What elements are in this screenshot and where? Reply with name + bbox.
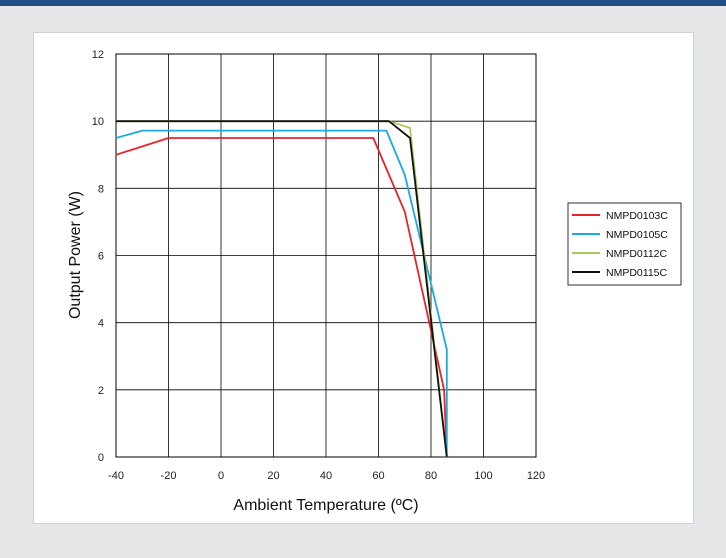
series-lines	[115, 120, 448, 458]
x-axis-label: Ambient Temperature (ºC)	[233, 497, 418, 514]
x-tick-label: 100	[474, 470, 492, 482]
legend: NMPD0103C NMPD0105C NMPD0112C NMPD0115C	[567, 202, 682, 286]
y-tick-label: 12	[92, 49, 104, 61]
x-tick-label: -40	[108, 470, 124, 482]
x-tick-label: 20	[267, 470, 279, 482]
x-tick-label: 60	[372, 470, 384, 482]
y-tick-label: 6	[98, 251, 104, 263]
plot-frame	[115, 53, 537, 458]
legend-entry: NMPD0115C	[606, 267, 667, 279]
tick-labels: -40 -20 0 20 40 60 80 100 120 0 2 4 6 8 10 12	[92, 49, 545, 482]
series-line-nmpd0112c	[116, 120, 448, 458]
x-tick-label: -20	[161, 470, 177, 482]
legend-entry: NMPD0112C	[606, 248, 667, 260]
x-tick-label: 120	[527, 470, 545, 482]
top-bar	[0, 0, 726, 6]
y-axis-label: Output Power (W)	[67, 191, 84, 319]
series-line-nmpd0105c	[115, 129, 448, 457]
y-tick-label: 2	[98, 385, 104, 397]
y-tick-label: 8	[98, 183, 104, 195]
legend-entry: NMPD0105C	[606, 229, 668, 241]
y-tick-label: 0	[98, 452, 104, 464]
y-tick-label: 10	[92, 116, 104, 128]
grid	[115, 53, 537, 458]
legend-entry: NMPD0103C	[606, 210, 668, 222]
y-tick-label: 4	[98, 318, 104, 330]
series-line-nmpd0115c	[116, 120, 448, 458]
x-tick-label: 40	[320, 470, 332, 482]
series-line-nmpd0103c	[115, 137, 448, 458]
x-tick-label: 0	[218, 470, 224, 482]
x-tick-label: 80	[425, 470, 437, 482]
